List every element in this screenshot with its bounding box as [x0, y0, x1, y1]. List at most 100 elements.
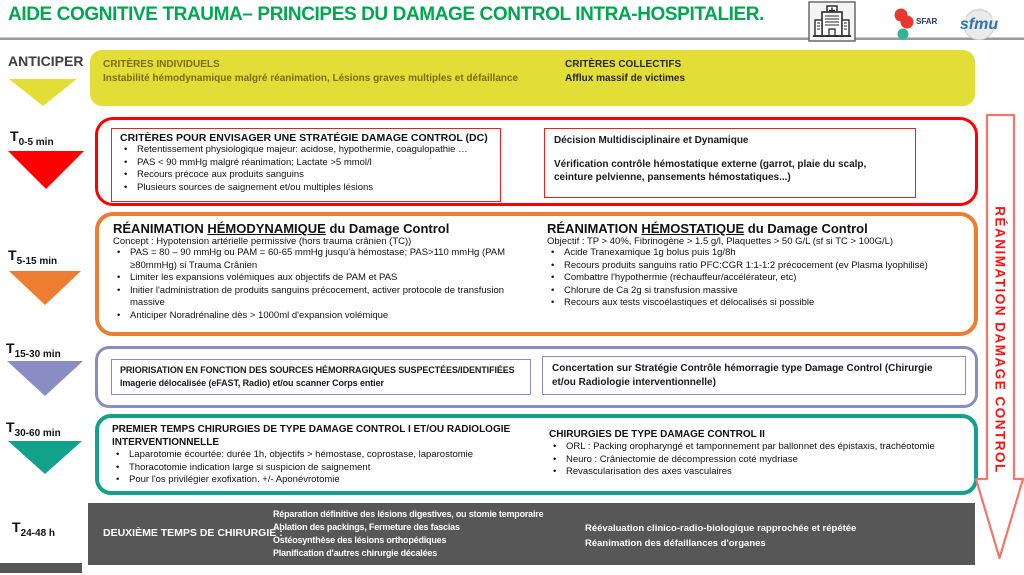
bottom-bar [0, 563, 82, 573]
bullet-dot: • [124, 169, 128, 181]
t-sub: 24-48 h [20, 527, 56, 539]
list-item: • ORL : Packing oropharyngé et tamponneme… [549, 441, 973, 454]
bullet-text: Laparotomie écourtée: durée 1h, objectif… [129, 449, 474, 460]
bullet-dot: • [553, 453, 557, 465]
t-sub: 15-30 min [14, 348, 61, 360]
hemostatic-resuscitation-block: RÉANIMATION HÉMOSTATIQUE du Damage Contr… [547, 221, 971, 310]
collective-criteria-body: Afflux massif de victimes [565, 73, 686, 84]
concertation-text: Concertation sur Stratégie Contrôle hémo… [552, 363, 933, 388]
bullet-dot: • [553, 441, 557, 452]
hemodynamic-resuscitation-block: RÉANIMATION HÉMODYNAMIQUE du Damage Cont… [113, 221, 537, 322]
bullet-dot: • [116, 461, 120, 473]
list-item: • Neuro : Crâniectomie de décompression c… [549, 454, 973, 467]
individual-criteria-body: Instabilité hémodynamique malgré réanima… [103, 73, 519, 84]
bullet-text: Thoracotomie indication large si suspici… [129, 461, 371, 473]
bullet-text: Pour l'os privilégier exofixation. +/- A… [129, 474, 340, 486]
hospital-icon [808, 1, 856, 47]
bullet-text: Plusieurs sources de saignement et/ou mu… [137, 181, 374, 193]
prioritisation-box: PRIORISATION EN FONCTION DES SOURCES HÉM… [111, 359, 531, 396]
t-prefix: T [10, 128, 19, 144]
t-sub: 5-15 min [16, 255, 58, 267]
bullet-text: Combattre l'hypothermie (réchauffeur/acc… [564, 272, 797, 284]
bullet-dot: • [116, 449, 120, 460]
prioritisation-line1: PRIORISATION EN FONCTION DES SOURCES HÉM… [120, 365, 515, 375]
bullet-text: Neuro : Crâniectomie de décompression co… [566, 453, 798, 465]
hemodynamic-concept: Concept : Hypotension artérielle permiss… [113, 236, 412, 247]
second-stage-label: DEUXIÈME TEMPS DE CHIRURGIE : [103, 527, 283, 539]
bullet-dot: • [124, 144, 128, 155]
bullet-dot: • [551, 284, 555, 296]
list-item: • Initier l'administration de produits sa… [113, 285, 537, 310]
t-prefix: T [6, 419, 15, 435]
bullet-text: PAS < 90 mmHg malgré réanimation; Lactat… [137, 156, 372, 168]
list-item: • Anticiper Noradrénaline dès > 1000ml d'… [113, 310, 537, 323]
list-item: • Laparotomie écourtée: durée 1h, objecti… [112, 449, 544, 462]
bullet-text: Recours aux tests viscoélastiques et dél… [564, 297, 815, 309]
list-item: • Chlorure de Ca 2g si transfusion massiv… [547, 285, 971, 298]
timeline-label-t30-60: T30-60 min [6, 419, 61, 439]
organ-failure-line: Réanimation des défaillances d'organes [585, 537, 766, 549]
list-item: • Thoracotomie indication large si suspic… [112, 462, 544, 475]
bullet-dot: • [553, 466, 557, 478]
list-item: • Acide Tranexamique 1g bolus puis 1g/8h [547, 247, 971, 260]
individual-criteria-block: CRITÈRES INDIVIDUELS Instabilité hémodyn… [103, 59, 558, 84]
t-sub: 30-60 min [14, 427, 61, 439]
list-item: • Retentissement physiologique majeur: ac… [120, 144, 492, 157]
bullet-dot: • [551, 259, 555, 271]
list-item: • Recours produits sanguins ratio PFC:CGR… [547, 260, 971, 273]
timeline-arrow-orange [9, 271, 81, 305]
reanimation-damage-control-arrow: RÉANIMATION DAMAGE CONTROL [974, 112, 1024, 569]
title-underlined: HÉMOSTATIQUE [641, 221, 745, 236]
decision-line: Décision Multidisciplinaire et Dynamique [554, 135, 749, 146]
list-item: • Recours précoce aux produits sanguins [120, 169, 492, 182]
title-underlined: HÉMODYNAMIQUE [207, 221, 326, 236]
timeline-arrow-teal [8, 441, 82, 474]
timeline-label-t24-48: T24-48 h [12, 519, 55, 539]
bullet-text: Acide Tranexamique 1g bolus puis 1g/8h [564, 247, 736, 258]
bullet-dot: • [117, 309, 121, 321]
bullet-text: Recours produits sanguins ratio PFC:CGR … [564, 259, 928, 271]
bullet-text: Anticiper Noradrénaline dès > 1000ml d'e… [130, 309, 389, 321]
dc-criteria-title: CRITÈRES POUR ENVISAGER UNE STRATÉGIE DA… [120, 132, 488, 144]
bullet-dot: • [551, 297, 555, 309]
reassessment-line: Réévaluation clinico-radio-biologique ra… [585, 523, 857, 534]
list-item: Ablation des packings, Fermeture des fas… [273, 522, 460, 533]
bullet-dot: • [551, 272, 555, 284]
dc-criteria-box: CRITÈRES POUR ENVISAGER UNE STRATÉGIE DA… [111, 128, 501, 202]
title-post: du Damage Control [325, 221, 450, 236]
timeline-label-t5-15: T5-15 min [8, 247, 57, 267]
list-item: • PAS < 90 mmHg malgré réanimation; Lacta… [120, 157, 492, 170]
bullet-dot: • [117, 272, 121, 284]
row-t5-15-reanimation: RÉANIMATION HÉMODYNAMIQUE du Damage Cont… [95, 212, 978, 336]
timeline-label-t0-5: T0-5 min [10, 128, 54, 148]
timeline-arrow-yellow [9, 79, 77, 106]
bullet-dot: • [124, 156, 128, 168]
sfar-logo-text: SFAR [916, 17, 938, 26]
timeline-label-anticiper: ANTICIPER [8, 53, 84, 69]
multidisciplinary-decision-box: Décision Multidisciplinaire et Dynamique… [544, 128, 916, 198]
hemostatic-objective: Objectif : TP > 40%, Fibrinogène > 1.5 g… [547, 236, 894, 247]
list-item: • Plusieurs sources de saignement et/ou m… [120, 182, 492, 195]
row-t30-60-surgery: PREMIER TEMPS CHIRURGIES DE TYPE DAMAGE … [95, 414, 978, 495]
t-sub: 0-5 min [18, 136, 54, 148]
list-item: • Combattre l'hypothermie (réchauffeur/ac… [547, 272, 971, 285]
list-item: • Pour l'os privilégier exofixation. +/- … [112, 474, 544, 487]
list-item: Planification d'autres chirurgie décalée… [273, 548, 437, 559]
row-t24-48-second-stage: DEUXIÈME TEMPS DE CHIRURGIE : Réparation… [88, 503, 975, 565]
timeline-arrow-red [8, 151, 84, 189]
list-item: Ostéosynthèse des lésions orthopédiques [273, 535, 447, 546]
t-prefix: T [12, 519, 21, 535]
list-item: • Limiter les expansions volémiques aux o… [113, 272, 537, 285]
dc2-surgery-block: CHIRURGIES DE TYPE DAMAGE CONTROL II • OR… [549, 428, 973, 479]
dc2-title: CHIRURGIES DE TYPE DAMAGE CONTROL II [549, 429, 765, 440]
bullet-text: Revascularisation des axes vasculaires [566, 466, 732, 478]
timeline-label-t15-30: T15-30 min [6, 340, 61, 360]
list-item: Réparation définitive des lésions digest… [273, 509, 544, 519]
timeline-arrow-purple [7, 361, 83, 396]
t-prefix: T [6, 340, 15, 356]
collective-criteria-block: CRITÈRES COLLECTIFS Afflux massif de vic… [565, 59, 945, 84]
title-pre: RÉANIMATION [113, 221, 208, 236]
arrow-label: RÉANIMATION DAMAGE CONTROL [993, 206, 1008, 474]
bullet-text: Retentissement physiologique majeur: aci… [137, 144, 468, 155]
hemostatic-title: RÉANIMATION HÉMOSTATIQUE du Damage Contr… [547, 221, 971, 236]
